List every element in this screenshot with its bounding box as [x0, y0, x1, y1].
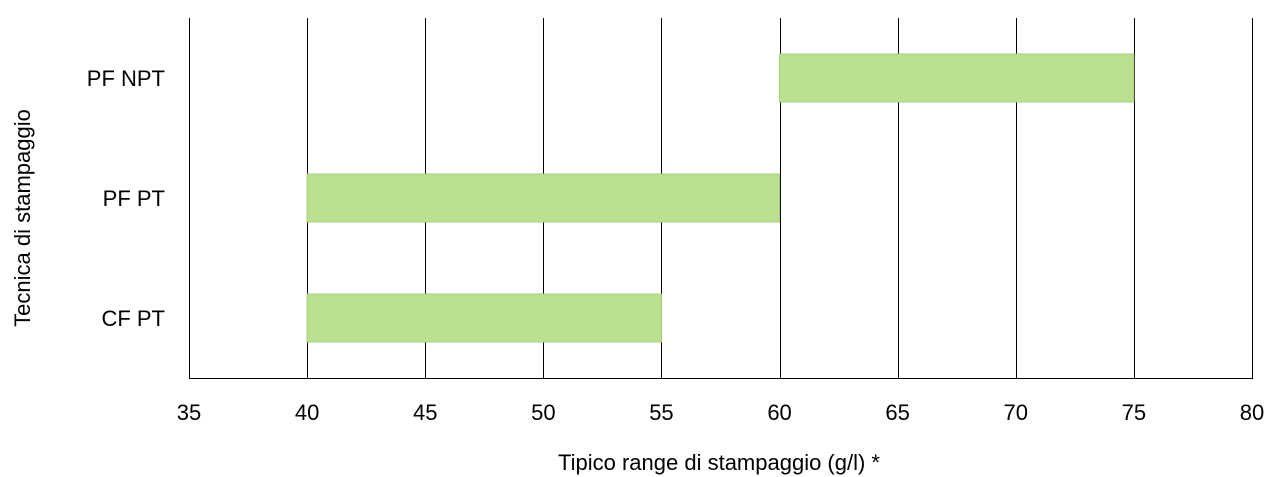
bars: [306, 53, 1135, 343]
x-tick-label-65: 65: [885, 400, 909, 425]
x-tick-label-70: 70: [1004, 400, 1028, 425]
x-tick-label-35: 35: [177, 400, 201, 425]
y-axis-title: Tecnica di stampaggio: [10, 109, 35, 327]
x-tick-label-40: 40: [295, 400, 319, 425]
x-tick-label-55: 55: [649, 400, 673, 425]
category-label-pf-npt: PF NPT: [87, 66, 165, 91]
bar-pf-npt: [779, 53, 1135, 103]
bar-pf-pt: [306, 173, 781, 223]
x-tick-label-50: 50: [531, 400, 555, 425]
x-axis-title: Tipico range di stampaggio (g/l) *: [558, 450, 880, 475]
category-label-cf-pt: CF PT: [101, 306, 165, 331]
x-tick-label-75: 75: [1122, 400, 1146, 425]
axes: [189, 18, 1253, 379]
x-tick-label-80: 80: [1240, 400, 1264, 425]
category-labels: PF NPT PF PT CF PT: [87, 66, 165, 331]
x-tick-label-45: 45: [413, 400, 437, 425]
x-tick-labels: 35 40 45 50 55 60 65 70 75 80: [177, 400, 1264, 425]
bar-cf-pt: [306, 293, 662, 343]
category-label-pf-pt: PF PT: [103, 186, 165, 211]
x-tick-label-60: 60: [767, 400, 791, 425]
